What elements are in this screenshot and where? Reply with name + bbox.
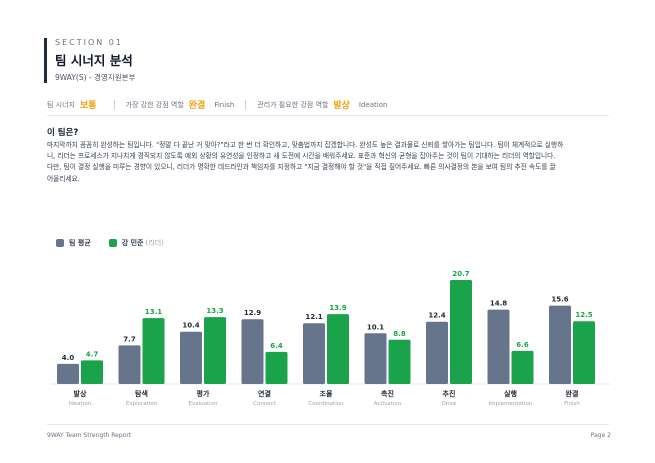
question-heading: 이 팀은? [47,128,79,138]
bar-team [487,309,510,384]
data-label: 12.4 [428,312,445,320]
category-label-en: Evaluation [188,401,218,407]
bar-leader [327,314,349,384]
divider [245,99,247,110]
data-label: 8.8 [393,330,406,338]
synergy-value: 보통 [80,101,97,111]
divider [113,99,115,110]
description: 마지막까지 꼼꼼히 완성하는 팀입니다. "정말 다 끝난 거 맞아?"라고 한… [47,140,612,185]
category-label-en: Connect [253,401,277,407]
bar-leader [81,360,103,384]
bar-team [549,305,571,384]
data-label: 12.1 [305,313,322,321]
page-subtitle: 9WAY(S) - 경영지원본부 [55,73,136,82]
data-label: 15.6 [551,296,568,304]
needed-role-value: 발상 [333,101,350,111]
legend-team-swatch [56,239,64,247]
category-label: 연결 [258,389,271,398]
bar-leader [142,318,165,384]
data-label: 14.8 [490,300,507,308]
section-label: SECTION 01 [55,38,123,47]
legend-leader-label: 강 민준 [121,239,144,247]
bar-leader [450,280,472,384]
data-label: 10.4 [182,322,199,330]
bar-team [118,345,141,384]
bar-team [57,363,79,384]
category-label-en: Activation [374,401,402,407]
synergy-label: 팀 시너지 [47,100,75,109]
section-header: SECTION 01 팀 시너지 분석 9WAY(S) - 경영지원본부 [44,38,135,83]
category-label: 촉진 [381,389,394,398]
data-label: 12.9 [244,309,261,317]
data-label: 7.7 [123,335,136,343]
category-label-en: Exploration [126,401,158,407]
data-label: 20.7 [452,270,469,278]
category-label: 조율 [320,389,333,398]
data-label: 6.4 [270,342,283,350]
data-label: 6.6 [516,341,529,349]
category-label: 발상 [74,389,87,398]
bar-team [303,323,325,384]
bar-leader [265,351,288,384]
description-line: 니, 리더는 프로세스가 지나치게 경직되지 않도록 예외 상황의 유연성을 인… [47,152,556,161]
bar-team [180,331,202,384]
strong-role-en: Finish [214,100,235,109]
category-label-en: Implementation [489,401,533,407]
data-label: 4.7 [86,350,99,358]
strong-role-label: 가장 강한 강점 역할 [125,100,184,109]
needed-role-label: 관리가 필요한 강점 역할 [257,100,329,109]
data-label: 13.3 [206,307,223,315]
category-label-en: Finish [564,401,580,407]
bar-leader [511,350,534,384]
strong-role-value: 완결 [188,101,206,111]
category-label: 추진 [443,389,456,398]
footer-divider [47,424,609,425]
page-number: Page 2 [590,432,611,439]
bar-team [426,321,448,384]
data-label: 12.5 [575,311,592,319]
divider [47,115,609,116]
category-label: 완결 [566,389,579,398]
legend-team: 팀 평균 [56,238,91,248]
data-label: 13.1 [145,308,162,316]
category-label-en: Ideation [69,401,92,407]
summary-bar: 팀 시너지 보통 가장 강한 강점 역할 완결 Finish 관리가 필요한 강… [47,98,387,111]
category-label: 실행 [504,389,517,398]
chart-legend: 팀 평균 강 민준 (리더) [56,238,182,248]
legend-leader-suffix: (리더) [145,239,164,247]
bar-leader [388,339,411,384]
bar-leader [573,321,595,384]
page-title: 팀 시너지 분석 [55,53,133,68]
legend-team-label: 팀 평균 [69,239,91,247]
footer-title: 9WAY Team Strength Report [47,432,132,439]
legend-leader: 강 민준 (리더) [108,238,164,248]
bar-team [364,333,387,384]
category-label-en: Drive [442,401,457,407]
legend-leader-swatch [108,239,117,247]
bar-team [241,319,264,384]
description-line: 어올리세요. [47,174,80,183]
bar-leader [204,317,226,384]
category-label: 평가 [197,389,210,398]
needed-role-en: Ideation [358,100,388,109]
data-label: 10.1 [367,323,384,331]
category-label: 탐색 [135,389,148,398]
data-label: 4.0 [62,354,75,362]
description-line: 다만, 팀이 결정 실행을 미루는 경향이 있으니, 리더가 명확한 데드라인과… [47,163,556,172]
category-label-en: Coordination [308,401,344,407]
data-label: 13.9 [329,304,346,312]
description-line: 마지막까지 꼼꼼히 완성하는 팀입니다. "정말 다 끝난 거 맞아?"라고 한… [47,141,564,149]
